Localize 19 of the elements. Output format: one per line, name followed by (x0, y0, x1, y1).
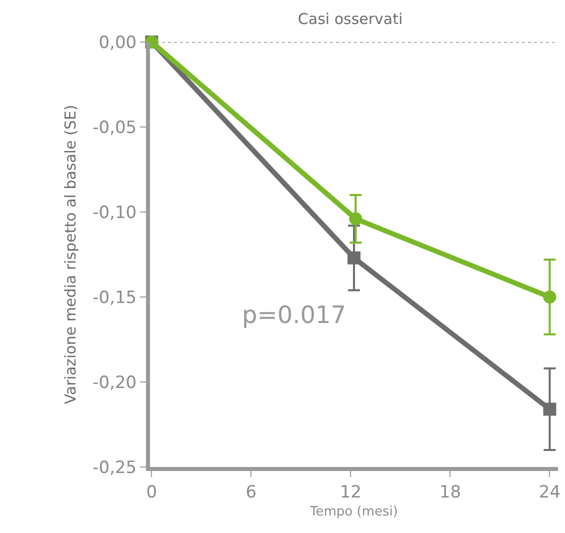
x-tick-label: 0 (146, 482, 158, 502)
point (348, 251, 360, 264)
x-tick-label: 12 (340, 482, 362, 502)
point (349, 212, 362, 226)
chart-title: Casi osservati (298, 10, 403, 28)
x-tick-label: 24 (538, 482, 561, 502)
y-axis-title: Variazione media rispetto al basale (SE) (61, 104, 80, 404)
x-tick-label: 6 (246, 482, 257, 502)
point (543, 402, 556, 416)
y-tick-label: -0,05 (92, 118, 137, 138)
y-tick-label: -0,10 (92, 202, 137, 223)
point (543, 290, 556, 304)
y-tick-label: -0,25 (92, 458, 137, 478)
y-tick-label: -0,20 (92, 372, 137, 393)
x-tick-label: 18 (439, 482, 462, 502)
annotation: p=0.017 (242, 301, 346, 329)
y-tick-label: 0,00 (98, 32, 137, 53)
y-tick-label: -0,15 (92, 288, 137, 308)
x-axis-title: Tempo (mesi) (309, 504, 398, 520)
